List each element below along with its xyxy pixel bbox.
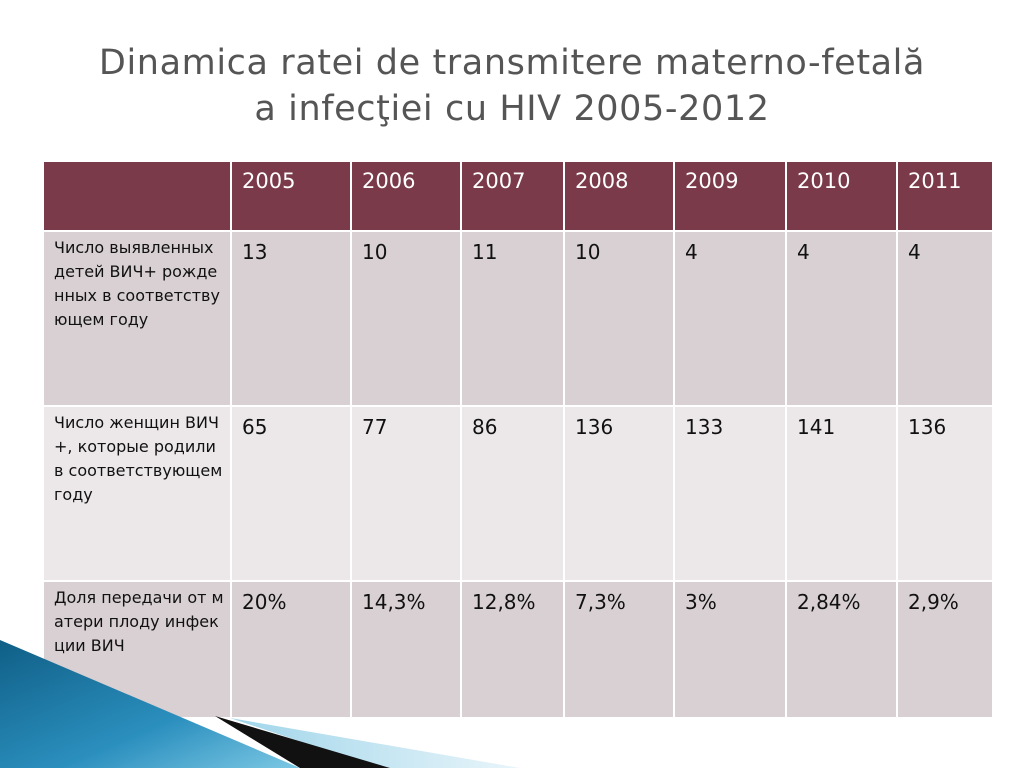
table-cell: 11	[460, 230, 565, 407]
table-cell: 13	[230, 230, 352, 407]
table-cell: 136	[563, 405, 675, 582]
header-year-cell: 2007	[460, 160, 565, 232]
table-cell: 133	[673, 405, 787, 582]
table-cell: 2,9%	[896, 580, 994, 719]
table-header-row: 2005 2006 2007 2008 2009 2010 2011	[42, 160, 994, 232]
transmission-table: 2005 2006 2007 2008 2009 2010 2011 Число…	[42, 160, 994, 719]
row-label: Число женщин ВИЧ+, которые родили в соот…	[42, 405, 232, 582]
header-year-cell: 2006	[350, 160, 462, 232]
swoosh-light-band	[230, 718, 520, 768]
table-cell: 14,3%	[350, 580, 462, 719]
table-cell: 136	[896, 405, 994, 582]
table-cell: 7,3%	[563, 580, 675, 719]
table-cell: 77	[350, 405, 462, 582]
table-cell: 10	[350, 230, 462, 407]
header-corner-cell	[42, 160, 232, 232]
table-cell: 10	[563, 230, 675, 407]
table-cell: 4	[896, 230, 994, 407]
title-line-1: Dinamica ratei de transmitere materno-fe…	[98, 43, 926, 83]
table-cell: 4	[785, 230, 898, 407]
table-cell: 2,84%	[785, 580, 898, 719]
table-row: Доля передачи от матери плоду инфекции В…	[42, 580, 994, 719]
header-year-cell: 2005	[230, 160, 352, 232]
row-label: Число выявленных детей ВИЧ+ рожденных в …	[42, 230, 232, 407]
table-cell: 141	[785, 405, 898, 582]
header-year-cell: 2011	[896, 160, 994, 232]
table-cell: 12,8%	[460, 580, 565, 719]
table-cell: 4	[673, 230, 787, 407]
slide-title: Dinamica ratei de transmitere materno-fe…	[40, 40, 984, 132]
header-year-cell: 2008	[563, 160, 675, 232]
table-cell: 86	[460, 405, 565, 582]
table-cell: 3%	[673, 580, 787, 719]
swoosh-dark-wedge	[0, 640, 300, 768]
table-cell: 65	[230, 405, 352, 582]
table-row: Число женщин ВИЧ+, которые родили в соот…	[42, 405, 994, 582]
title-line-2: a infecţiei cu HIV 2005-2012	[254, 89, 770, 129]
header-year-cell: 2010	[785, 160, 898, 232]
swoosh-black-band	[215, 716, 390, 768]
decorative-swoosh	[0, 640, 520, 768]
header-year-cell: 2009	[673, 160, 787, 232]
table-cell: 20%	[230, 580, 352, 719]
table-row: Число выявленных детей ВИЧ+ рожденных в …	[42, 230, 994, 407]
